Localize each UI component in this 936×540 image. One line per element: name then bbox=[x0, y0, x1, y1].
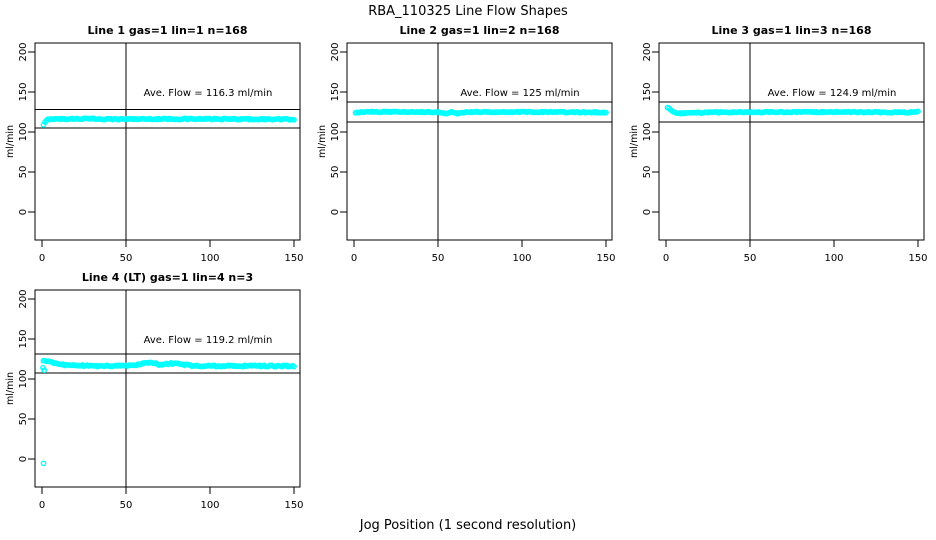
x-tick-label: 0 bbox=[351, 253, 357, 264]
y-tick-label: 200 bbox=[18, 42, 29, 61]
x-tick-label: 100 bbox=[824, 253, 843, 264]
subplot-title: Line 4 (LT) gas=1 lin=4 n=3 bbox=[82, 271, 253, 284]
data-point bbox=[915, 108, 921, 115]
y-tick-label: 100 bbox=[18, 369, 29, 388]
y-axis-label: ml/min bbox=[317, 125, 328, 158]
x-tick-label: 50 bbox=[744, 253, 757, 264]
data-point bbox=[291, 363, 297, 370]
outlier-point bbox=[40, 460, 47, 467]
y-tick-label: 50 bbox=[18, 166, 29, 179]
x-axis-label: Jog Position (1 second resolution) bbox=[359, 518, 577, 533]
plot-box bbox=[34, 42, 301, 241]
data-points bbox=[352, 108, 609, 117]
y-tick-label: 200 bbox=[330, 42, 341, 61]
ave-flow-annotation: Ave. Flow = 124.9 ml/min bbox=[768, 88, 897, 99]
x-tick-label: 0 bbox=[663, 253, 669, 264]
y-axis-label: ml/min bbox=[629, 125, 640, 158]
subplot-title: Line 1 gas=1 lin=1 n=168 bbox=[87, 24, 247, 37]
x-tick-label: 150 bbox=[284, 253, 303, 264]
x-tick-label: 100 bbox=[200, 253, 219, 264]
data-points bbox=[40, 115, 297, 128]
x-tick-label: 0 bbox=[39, 500, 45, 511]
x-tick-label: 50 bbox=[120, 253, 133, 264]
x-tick-label: 50 bbox=[120, 500, 133, 511]
y-tick-label: 50 bbox=[18, 413, 29, 426]
plot-box bbox=[346, 42, 613, 241]
y-tick-label: 100 bbox=[18, 122, 29, 141]
data-points bbox=[40, 357, 297, 467]
subplot-title: Line 2 gas=1 lin=2 n=168 bbox=[399, 24, 559, 37]
outlier-point bbox=[41, 367, 48, 374]
y-tick-label: 150 bbox=[330, 82, 341, 101]
y-tick-label: 150 bbox=[18, 82, 29, 101]
ave-flow-annotation: Ave. Flow = 125 ml/min bbox=[460, 88, 579, 99]
x-tick-label: 150 bbox=[596, 253, 615, 264]
data-point bbox=[291, 116, 297, 123]
subplot-2: 0 50 100 150 0 50 100 150 200 ml/min Line 2 gas=1 … bbox=[317, 24, 616, 264]
x-tick-label: 50 bbox=[432, 253, 445, 264]
y-axis-label: ml/min bbox=[5, 372, 16, 405]
subplot-4: 0 50 100 150 0 50 100 150 200 ml/min Line 4 (LT) g… bbox=[5, 271, 304, 511]
ave-flow-annotation: Ave. Flow = 116.3 ml/min bbox=[144, 88, 273, 99]
data-point bbox=[603, 109, 609, 116]
x-tick-label: 0 bbox=[39, 253, 45, 264]
x-tick-label: 100 bbox=[512, 253, 531, 264]
y-tick-label: 0 bbox=[330, 209, 341, 215]
y-tick-label: 0 bbox=[642, 209, 653, 215]
y-tick-label: 200 bbox=[642, 42, 653, 61]
y-tick-label: 50 bbox=[330, 166, 341, 179]
x-tick-label: 100 bbox=[200, 500, 219, 511]
plot-box bbox=[34, 289, 301, 488]
subplot-3: 0 50 100 150 0 50 100 150 200 ml/min Line 3 gas=1 … bbox=[629, 24, 928, 264]
ave-flow-annotation: Ave. Flow = 119.2 ml/min bbox=[144, 335, 273, 346]
y-tick-label: 100 bbox=[642, 122, 653, 141]
page-title: RBA_110325 Line Flow Shapes bbox=[368, 4, 568, 19]
y-tick-label: 100 bbox=[330, 122, 341, 141]
subplot-title: Line 3 gas=1 lin=3 n=168 bbox=[711, 24, 871, 37]
y-axis-label: ml/min bbox=[5, 125, 16, 158]
y-tick-label: 0 bbox=[18, 209, 29, 215]
y-tick-label: 150 bbox=[18, 329, 29, 348]
subplot-1: 0 50 100 150 0 50 100 150 200 ml/min Line 1 gas=1 … bbox=[5, 24, 304, 264]
y-tick-label: 50 bbox=[642, 166, 653, 179]
x-tick-label: 150 bbox=[284, 500, 303, 511]
data-points bbox=[664, 104, 921, 117]
y-tick-label: 0 bbox=[18, 456, 29, 462]
x-tick-label: 150 bbox=[908, 253, 927, 264]
y-tick-label: 200 bbox=[18, 289, 29, 308]
y-tick-label: 150 bbox=[642, 82, 653, 101]
plot-box bbox=[658, 42, 925, 241]
